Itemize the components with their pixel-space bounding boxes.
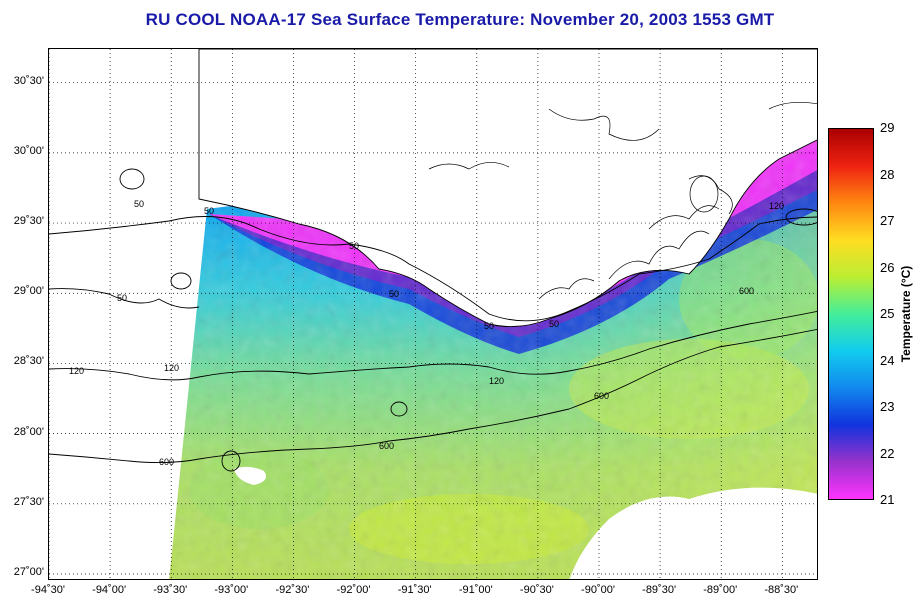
contour-labels: 50 50 50 50 50 50 50 120 120 120 120 600… xyxy=(69,199,784,467)
colorbar-tick-label: 21 xyxy=(880,492,895,507)
longitude-label: -94˚30' xyxy=(31,584,65,596)
map-title: RU COOL NOAA-17 Sea Surface Temperature:… xyxy=(145,10,775,29)
longitude-label: -90˚00' xyxy=(581,584,615,596)
contour-label-50: 50 xyxy=(134,199,144,209)
longitude-label: -94˚00' xyxy=(92,584,127,596)
contour-120 xyxy=(49,310,817,381)
longitude-label: -88˚30' xyxy=(764,584,799,596)
longitude-label: -89˚00' xyxy=(703,584,738,596)
contour-label-50: 50 xyxy=(117,293,127,303)
sst-map-canvas: 50 50 50 50 50 50 50 120 120 120 120 600… xyxy=(49,49,817,579)
graticule xyxy=(49,49,817,579)
longitude-label: -93˚30' xyxy=(153,584,188,596)
latitude-label: 30˚00' xyxy=(13,144,44,157)
latitude-label: 28˚30' xyxy=(13,355,44,368)
latitude-label: 27˚00' xyxy=(13,565,44,578)
contour-label-600: 600 xyxy=(379,441,394,451)
contour-label-600: 600 xyxy=(594,391,609,401)
colorbar-label: Temperature (°C) xyxy=(899,265,913,363)
latitude-label: 27˚30' xyxy=(13,495,44,508)
contour-label-600: 600 xyxy=(739,286,754,296)
temperature-colorbar xyxy=(828,128,874,500)
contour-label-50: 50 xyxy=(349,241,359,251)
contour-label-120: 120 xyxy=(769,201,784,211)
longitude-label: -93˚00' xyxy=(214,584,249,596)
colorbar-tick-label: 23 xyxy=(880,399,895,414)
colorbar-tick-label: 22 xyxy=(880,445,895,461)
latitude-label: 28˚00' xyxy=(13,425,44,438)
longitude-label: -91˚30' xyxy=(397,584,432,596)
colorbar-tick-label: 27 xyxy=(880,213,895,228)
colorbar-tick-label: 29 xyxy=(880,120,895,135)
sst-map[interactable]: 50 50 50 50 50 50 50 120 120 120 120 600… xyxy=(48,48,818,580)
longitude-label: -90˚30' xyxy=(519,584,554,596)
contour-label-50: 50 xyxy=(389,289,399,299)
contour-label-120: 120 xyxy=(69,366,84,376)
contour-50 xyxy=(49,216,817,322)
longitude-label: -91˚00' xyxy=(458,584,493,596)
longitude-label: -89˚30' xyxy=(642,584,677,596)
contour-label-120: 120 xyxy=(164,363,179,373)
land-mass xyxy=(198,49,817,328)
contour-50-inner xyxy=(49,288,200,309)
latitude-label: 29˚30' xyxy=(13,215,44,228)
colorbar-tick-label: 24 xyxy=(880,352,895,368)
coastline-detail xyxy=(428,102,817,300)
longitude-label: -92˚00' xyxy=(336,584,371,596)
latitude-label: 29˚00' xyxy=(13,285,44,298)
contour-label-50: 50 xyxy=(204,206,214,216)
colorbar-tick-label: 25 xyxy=(880,306,895,321)
bathymetry-contours xyxy=(49,168,817,472)
latitude-label: 30˚30' xyxy=(13,74,44,87)
contour-label-50: 50 xyxy=(484,321,494,331)
contour-label-120: 120 xyxy=(489,376,504,386)
contour-label-50: 50 xyxy=(549,319,559,329)
colorbar-tick-label: 26 xyxy=(880,259,895,275)
contour-label-600: 600 xyxy=(159,457,174,467)
longitude-label: -92˚30' xyxy=(275,584,310,596)
contour-600 xyxy=(49,328,817,464)
colorbar-tick-label: 28 xyxy=(880,166,895,182)
